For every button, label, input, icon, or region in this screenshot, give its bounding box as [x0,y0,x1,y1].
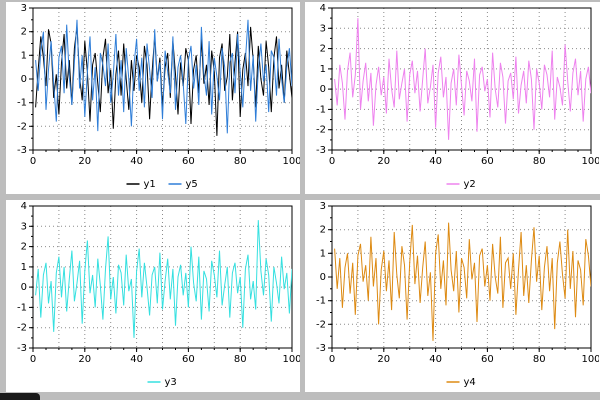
x-tick-label: 60 [481,156,494,167]
y-tick-label: 3 [21,3,27,14]
chart-y4: 0 20 40 60 80 100 -3 -2 -1 0 1 2 3 y4 [316,201,599,388]
y-tick-label: -3 [17,343,27,354]
x-tick-label: 100 [282,354,300,365]
chart-y2: 0 20 40 60 80 100 -3 -2 -1 0 1 2 3 4 y2 [316,3,599,190]
y-tick-label: 2 [21,242,27,253]
legend-label-y2: y2 [464,179,476,190]
grid [33,206,292,348]
y-tick-label: -2 [316,319,326,330]
y-tick-label: -2 [17,323,27,334]
tick-labels: 0 20 40 60 80 100 -3 -2 -1 0 1 2 3 [17,3,300,167]
y-tick-label: -2 [17,121,27,132]
panel-bottom-right: 0 20 40 60 80 100 -3 -2 -1 0 1 2 3 y4 [305,200,600,392]
y-tick-label: -3 [316,145,326,156]
x-tick-label: 100 [581,156,599,167]
x-tick-label: 40 [429,156,442,167]
axis-ticks [29,205,293,352]
y-tick-label: 1 [21,50,27,61]
y-tick-label: 2 [320,44,326,55]
y-tick-label: -1 [316,104,326,115]
axis-ticks [328,205,592,352]
x-tick-label: 100 [282,156,300,167]
axis-ticks [29,7,293,154]
y-tick-label: 0 [320,84,326,95]
x-tick-label: 0 [329,156,335,167]
x-tick-label: 0 [30,156,36,167]
y-tick-label: 1 [320,248,326,259]
legend-label-y1: y1 [144,179,156,190]
panel-top-left: 0 20 40 60 80 100 -3 -2 -1 0 1 2 3 y1 y5 [6,2,300,194]
chart-y1-y5: 0 20 40 60 80 100 -3 -2 -1 0 1 2 3 y1 y5 [17,3,300,190]
x-tick-label: 80 [234,354,247,365]
y-tick-label: 0 [320,272,326,283]
y-tick-label: 3 [320,23,326,34]
panel-bottom-left: 0 20 40 60 80 100 -3 -2 -1 0 1 2 3 4 y3 [6,200,300,392]
grid [33,8,292,150]
legend-label-y4: y4 [464,377,476,388]
y-tick-label: 4 [21,201,27,212]
bottom-left-dark-strip [0,393,40,400]
grid [332,206,591,348]
y-tick-label: 3 [320,201,326,212]
x-tick-label: 20 [78,156,91,167]
y-tick-label: -3 [316,343,326,354]
legend: y2 [446,179,476,190]
x-tick-label: 100 [581,354,599,365]
x-tick-label: 60 [182,354,195,365]
y-tick-label: 0 [21,74,27,85]
series-line-y2 [334,18,591,140]
panel-top-right: 0 20 40 60 80 100 -3 -2 -1 0 1 2 3 4 y2 [305,2,600,194]
axis-ticks [328,7,592,154]
tick-labels: 0 20 40 60 80 100 -3 -2 -1 0 1 2 3 4 [17,201,300,365]
y-tick-label: 2 [21,27,27,38]
x-tick-label: 80 [533,354,546,365]
legend-label-y3: y3 [165,377,177,388]
x-tick-label: 0 [30,354,36,365]
y-tick-label: -3 [17,145,27,156]
x-tick-label: 20 [377,354,390,365]
y-tick-label: 3 [21,221,27,232]
x-tick-label: 60 [182,156,195,167]
x-tick-label: 80 [533,156,546,167]
series-line-y4 [334,222,591,341]
y-tick-label: 1 [21,262,27,273]
series-line-y3 [35,220,292,338]
y-tick-label: 1 [320,64,326,75]
legend: y3 [147,377,177,388]
tick-labels: 0 20 40 60 80 100 -3 -2 -1 0 1 2 3 [316,201,599,365]
x-tick-label: 40 [130,354,143,365]
y-tick-label: -2 [316,125,326,136]
x-tick-label: 60 [481,354,494,365]
tick-labels: 0 20 40 60 80 100 -3 -2 -1 0 1 2 3 4 [316,3,599,167]
series-line-y5 [35,19,292,134]
x-tick-label: 0 [329,354,335,365]
y-tick-label: 2 [320,225,326,236]
x-tick-label: 40 [130,156,143,167]
y-tick-label: -1 [17,302,27,313]
legend: y1 y5 [126,179,198,190]
y-tick-label: -1 [316,296,326,307]
x-tick-label: 40 [429,354,442,365]
x-tick-label: 20 [377,156,390,167]
x-tick-label: 20 [78,354,91,365]
legend: y4 [446,377,476,388]
y-tick-label: 0 [21,282,27,293]
y-tick-label: -1 [17,98,27,109]
y-tick-label: 4 [320,3,326,14]
chart-y3: 0 20 40 60 80 100 -3 -2 -1 0 1 2 3 4 y3 [17,201,300,388]
x-tick-label: 80 [234,156,247,167]
legend-label-y5: y5 [186,179,198,190]
